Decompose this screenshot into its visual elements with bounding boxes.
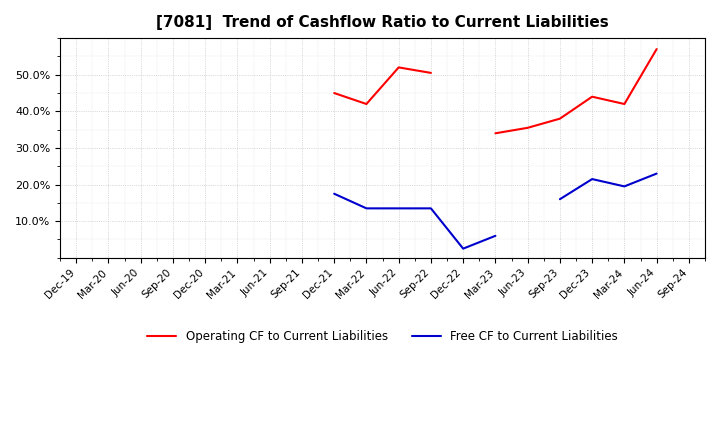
- Free CF to Current Liabilities: [459, 246, 467, 251]
- Legend: Operating CF to Current Liabilities, Free CF to Current Liabilities: Operating CF to Current Liabilities, Fre…: [142, 325, 623, 348]
- Free CF to Current Liabilities: [395, 206, 403, 211]
- Line: Operating CF to Current Liabilities: Operating CF to Current Liabilities: [334, 67, 431, 104]
- Title: [7081]  Trend of Cashflow Ratio to Current Liabilities: [7081] Trend of Cashflow Ratio to Curren…: [156, 15, 609, 30]
- Free CF to Current Liabilities: [426, 206, 435, 211]
- Free CF to Current Liabilities: [362, 206, 371, 211]
- Line: Free CF to Current Liabilities: Free CF to Current Liabilities: [334, 194, 495, 249]
- Operating CF to Current Liabilities: [330, 90, 338, 95]
- Operating CF to Current Liabilities: [426, 70, 435, 76]
- Free CF to Current Liabilities: [330, 191, 338, 196]
- Operating CF to Current Liabilities: [395, 65, 403, 70]
- Free CF to Current Liabilities: [491, 233, 500, 238]
- Operating CF to Current Liabilities: [362, 101, 371, 106]
